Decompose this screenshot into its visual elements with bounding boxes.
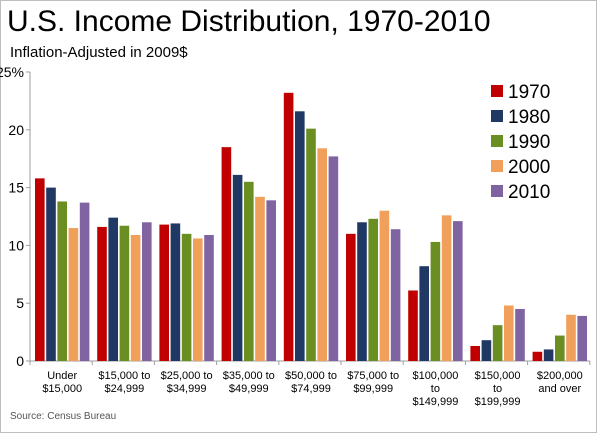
x-category-label: $15,000	[42, 383, 82, 395]
bar-2010-5	[390, 229, 401, 361]
bar-1980-0	[46, 187, 56, 361]
x-category-label: Under	[47, 370, 77, 382]
bar-1970-5	[346, 233, 356, 361]
bar-1980-1	[108, 217, 118, 361]
bar-1990-0	[57, 201, 67, 361]
bar-1970-1	[97, 226, 107, 361]
bar-2000-3	[255, 196, 265, 361]
bar-1990-2	[181, 233, 192, 361]
x-category-label: $100,000	[412, 370, 458, 382]
chart-legend: 1970 1980 1990 2000 2010	[491, 82, 550, 203]
bar-1990-6	[430, 241, 441, 361]
bar-1980-2	[170, 223, 181, 361]
legend-swatch-1990	[491, 135, 503, 147]
legend-label-2000: 2000	[508, 157, 550, 178]
legend-swatch-1980	[491, 110, 503, 122]
bar-2000-4	[317, 148, 327, 361]
bar-1970-4	[283, 92, 294, 362]
x-category-label: to	[431, 383, 440, 395]
legend-label-2010: 2010	[508, 182, 550, 203]
bar-2000-8	[566, 314, 576, 361]
bar-2010-0	[79, 202, 90, 361]
x-category-label: $200,000	[537, 370, 583, 382]
x-category-label: $24,999	[105, 383, 145, 395]
x-category-label: $15,000 to	[98, 370, 150, 382]
y-tick-label: 5	[16, 295, 24, 311]
bar-2010-8	[577, 315, 587, 361]
x-category-label: $34,999	[167, 383, 207, 395]
legend-swatch-1970	[491, 85, 503, 97]
bar-1990-1	[119, 225, 130, 361]
bar-2000-6	[441, 215, 452, 361]
x-category-label: $149,999	[412, 396, 458, 408]
chart-subtitle: Inflation-Adjusted in 2009$	[10, 44, 188, 61]
bar-1970-6	[408, 290, 418, 361]
x-category-label: to	[493, 383, 502, 395]
bar-1970-7	[470, 345, 480, 361]
bar-2010-3	[266, 200, 276, 361]
bar-1970-0	[35, 178, 45, 361]
bar-1970-2	[159, 224, 169, 361]
bar-2000-2	[193, 238, 203, 361]
y-tick-label: 10	[8, 237, 24, 253]
bar-1970-3	[221, 147, 232, 361]
legend-label-1970: 1970	[508, 82, 550, 103]
bar-1990-3	[244, 181, 254, 361]
x-category-label: $50,000 to	[285, 370, 337, 382]
bar-1980-7	[481, 340, 492, 361]
y-tick-label: 20	[8, 122, 24, 138]
x-category-label: $199,999	[475, 396, 521, 408]
chart-bars	[35, 92, 587, 362]
y-axis-ticks: 0 5 10 15 20 25%	[0, 64, 30, 369]
x-category-label: and over	[538, 383, 581, 395]
legend-swatch-2000	[491, 160, 503, 172]
x-category-label: $25,000 to	[161, 370, 213, 382]
x-category-label: $150,000	[475, 370, 521, 382]
bar-2010-1	[142, 222, 152, 361]
bar-1990-4	[306, 128, 316, 361]
y-tick-label: 15	[8, 180, 24, 196]
bar-1980-6	[419, 266, 429, 361]
bar-2000-7	[504, 305, 514, 361]
x-category-label: $35,000 to	[223, 370, 275, 382]
legend-label-1990: 1990	[508, 132, 550, 153]
bar-2010-4	[328, 156, 339, 361]
bar-1990-5	[368, 218, 378, 361]
bar-2000-1	[130, 234, 141, 361]
x-category-label: $75,000 to	[347, 370, 399, 382]
bar-1980-8	[543, 349, 554, 361]
x-category-label: $49,999	[229, 383, 269, 395]
bar-2000-0	[68, 228, 79, 361]
x-axis-labels: Under$15,000$15,000 to$24,999$25,000 to$…	[42, 370, 582, 408]
x-category-label: $99,999	[353, 383, 393, 395]
chart-title: U.S. Income Distribution, 1970-2010	[7, 5, 491, 38]
bar-2010-7	[515, 308, 525, 361]
bar-1990-7	[492, 325, 503, 361]
bar-2010-2	[204, 234, 214, 361]
bar-1980-4	[295, 111, 305, 361]
bar-2000-5	[379, 210, 390, 361]
y-tick-label: 0	[16, 353, 24, 369]
legend-label-1980: 1980	[508, 107, 550, 128]
bar-1980-5	[357, 222, 367, 361]
legend-swatch-2010	[491, 185, 503, 197]
bar-2010-6	[453, 221, 463, 361]
bar-1990-8	[555, 335, 565, 361]
bar-1970-8	[532, 351, 543, 361]
y-tick-label: 25%	[0, 64, 24, 80]
bar-1980-3	[232, 174, 243, 361]
source-note: Source: Census Bureau	[10, 411, 117, 422]
x-category-label: $74,999	[291, 383, 331, 395]
